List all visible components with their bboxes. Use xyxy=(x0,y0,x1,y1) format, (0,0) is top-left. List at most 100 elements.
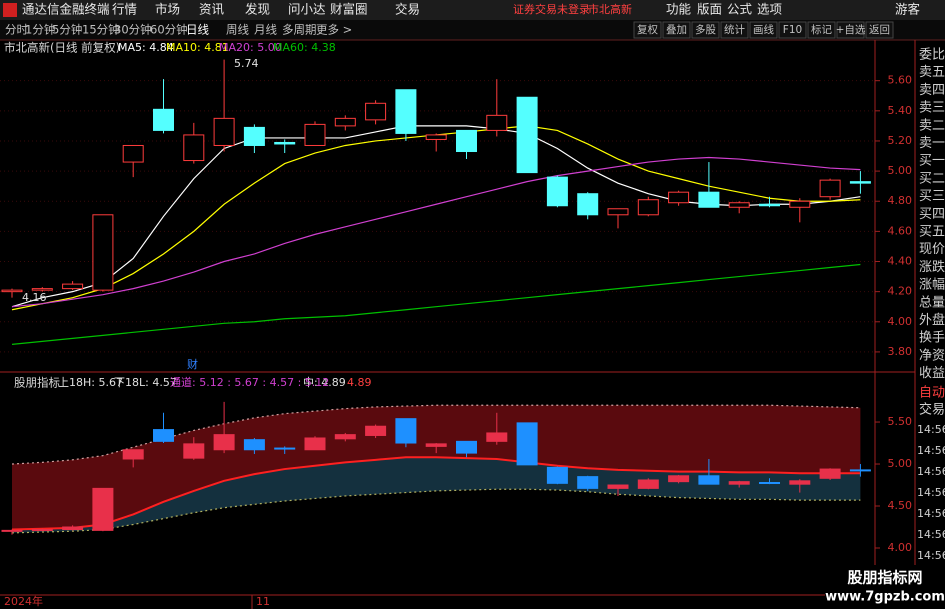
candle-body xyxy=(31,529,53,532)
candle-body xyxy=(668,475,690,483)
menu-item[interactable]: 版面 xyxy=(697,2,722,17)
time-label: 14:56 xyxy=(917,486,945,499)
auto-label: 自动 xyxy=(919,386,945,401)
tool-button[interactable] xyxy=(691,21,720,39)
menu-item[interactable]: 问小达 xyxy=(288,2,326,17)
menu-item[interactable]: 财富圈 xyxy=(330,2,368,17)
series-line xyxy=(11,488,861,534)
watermark-box xyxy=(825,565,945,609)
quote-label: 卖二 xyxy=(919,118,945,133)
menu-bar xyxy=(0,0,945,20)
legend-entry: 中: 4.89 xyxy=(303,376,346,389)
tool-button-label[interactable]: F10 xyxy=(783,24,802,36)
candle-body xyxy=(1,529,23,532)
candle-body xyxy=(122,449,144,460)
menu-item[interactable]: 行情 xyxy=(112,2,137,17)
tool-button-label[interactable]: +自选 xyxy=(836,23,866,36)
candle-body xyxy=(334,117,356,127)
watermark-url: www.7gpzb.com xyxy=(825,590,945,605)
tool-button[interactable] xyxy=(865,21,894,39)
tool-button[interactable] xyxy=(749,21,778,39)
period-tab[interactable]: 周线 xyxy=(226,23,249,37)
candle-body xyxy=(62,526,84,531)
tool-button[interactable] xyxy=(807,21,836,39)
quote-label: 卖一 xyxy=(919,136,945,151)
menu-item[interactable]: 功能 xyxy=(666,2,692,17)
quote-label: 换手 xyxy=(919,331,945,346)
tool-button[interactable] xyxy=(633,21,662,39)
status-text: 市北高新 xyxy=(588,2,632,16)
tool-button[interactable] xyxy=(720,21,749,39)
menu-item[interactable]: 公式 xyxy=(727,2,753,17)
period-tab[interactable]: 60分钟 xyxy=(150,23,188,37)
period-tab[interactable]: 30分钟 xyxy=(114,23,152,37)
y-tick-label: 4.00 xyxy=(888,315,913,328)
tool-button-label[interactable]: 标记 xyxy=(811,24,832,36)
quote-label: 外盘 xyxy=(919,312,945,328)
candle-body xyxy=(668,191,690,204)
candle-body xyxy=(789,200,811,208)
candle-body xyxy=(1,289,23,293)
legend-entry: 通道: 5.12 : 5.67 : 4.57 : 5.12 xyxy=(170,375,329,389)
quote-label: 买二 xyxy=(919,171,945,186)
period-tab[interactable]: 月线 xyxy=(254,23,277,37)
series-line xyxy=(11,156,861,308)
tool-button-label[interactable]: 画线 xyxy=(753,23,774,36)
tool-button-label[interactable]: 返回 xyxy=(869,24,890,36)
candle-body xyxy=(183,443,205,459)
legend-entry: MA10: 4.81 xyxy=(166,41,229,54)
quote-label: 卖五 xyxy=(919,65,945,80)
annotation: 4.16 xyxy=(22,291,47,304)
chart-title: 股朋指标 xyxy=(14,376,60,390)
period-tab[interactable]: 更多 > xyxy=(316,23,352,37)
candle-body xyxy=(183,134,205,162)
y-tick-label: 5.20 xyxy=(888,134,913,147)
quote-label: 买一 xyxy=(919,154,945,169)
candle-body xyxy=(92,487,114,531)
period-tab[interactable]: 5分钟 xyxy=(52,23,82,37)
tool-button-label[interactable]: 统计 xyxy=(724,23,745,36)
menu-item[interactable]: 选项 xyxy=(757,2,782,17)
tool-button-label[interactable]: 叠加 xyxy=(666,24,687,36)
candle-body xyxy=(334,434,356,440)
quote-label: 现价 xyxy=(919,242,945,257)
candle-body xyxy=(546,466,568,484)
menu-item[interactable]: 游客 xyxy=(895,2,921,17)
tool-button[interactable] xyxy=(836,21,865,39)
y-tick-label: 4.20 xyxy=(888,285,913,298)
tool-button-label[interactable]: 复权 xyxy=(637,23,658,36)
legend-entry: 上18H: 5.67 xyxy=(58,376,123,389)
quote-label: 净资 xyxy=(919,348,945,363)
quote-label: 买四 xyxy=(919,207,945,222)
trade-label: 交易 xyxy=(919,402,945,418)
candle-body xyxy=(698,191,720,208)
menu-item[interactable]: 发现 xyxy=(245,2,270,17)
candle-body xyxy=(607,484,629,489)
time-label: 14:56 xyxy=(917,507,945,520)
date-year: 2024年 xyxy=(4,594,43,608)
y-tick-label: 5.00 xyxy=(888,457,913,470)
candle-body xyxy=(849,181,871,184)
candle-body xyxy=(759,203,780,207)
tool-button[interactable] xyxy=(778,21,807,39)
period-tab[interactable]: 日线 xyxy=(186,23,209,37)
menu-item[interactable]: 市场 xyxy=(155,2,180,17)
menu-item[interactable]: 交易 xyxy=(395,2,420,17)
quote-label: 卖三 xyxy=(919,101,945,116)
period-tab[interactable]: 多周期 xyxy=(282,23,317,37)
candle-body xyxy=(486,432,508,442)
period-tab[interactable]: 15分钟 xyxy=(82,23,120,37)
candle-body xyxy=(274,447,296,450)
candle-body xyxy=(425,443,447,447)
quote-label: 委比 xyxy=(919,48,945,63)
tool-button-label[interactable]: 多股 xyxy=(695,23,716,36)
candle-body xyxy=(274,141,296,145)
tool-button[interactable] xyxy=(662,21,691,39)
menu-item[interactable]: 资讯 xyxy=(199,2,225,17)
period-tab[interactable]: 1分钟 xyxy=(25,23,55,37)
candle-body xyxy=(304,437,326,451)
period-tab[interactable]: 分时 xyxy=(5,23,28,37)
quote-label: 卖四 xyxy=(919,83,945,98)
series-line xyxy=(11,263,861,345)
candle-body xyxy=(728,481,750,485)
